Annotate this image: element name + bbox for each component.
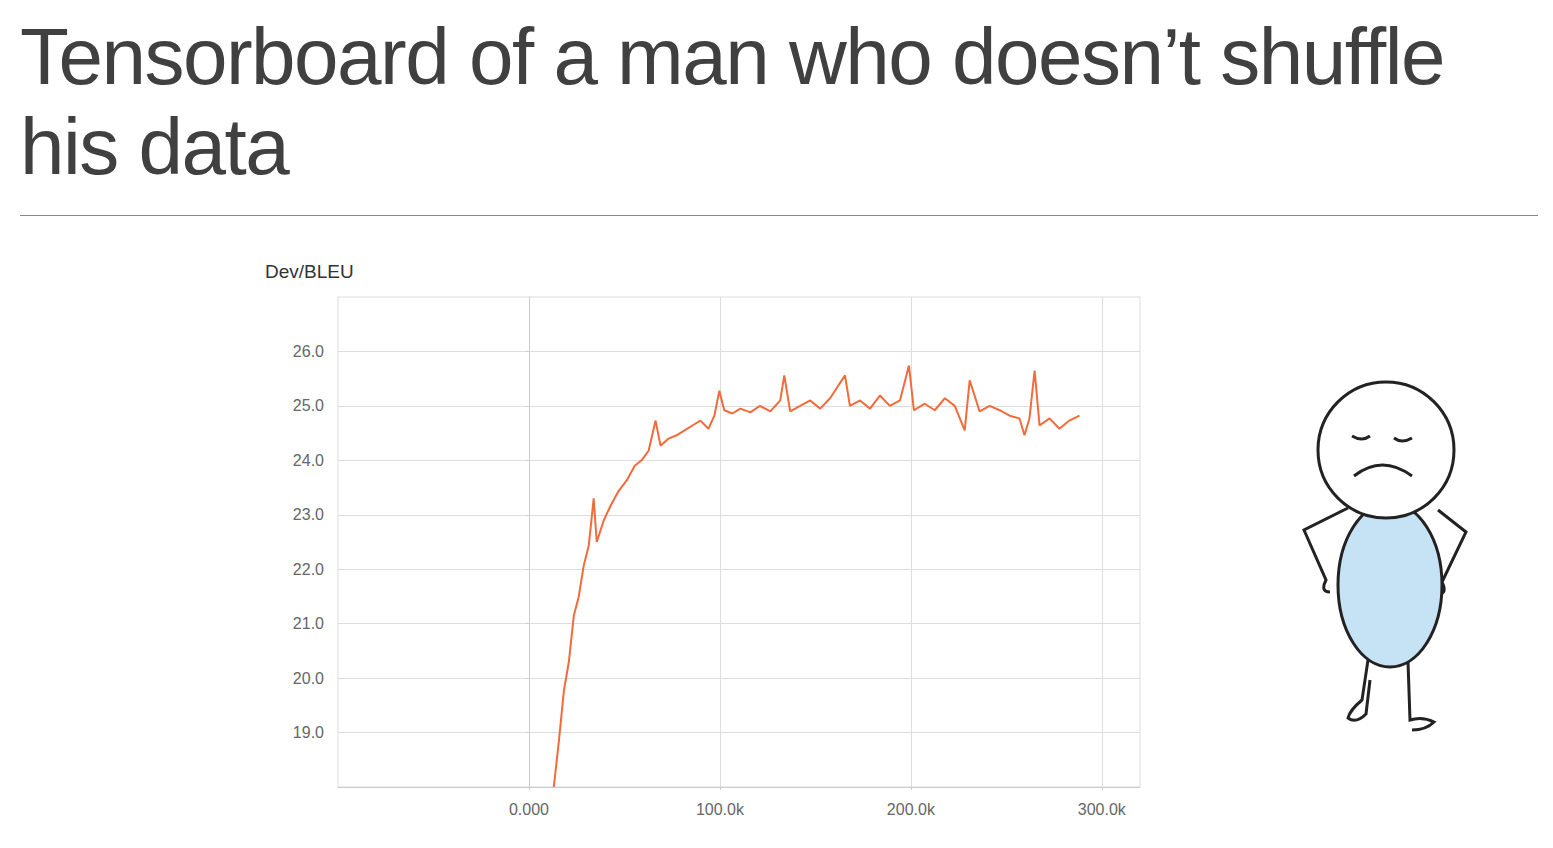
svg-text:24.0: 24.0 <box>293 452 324 469</box>
svg-text:26.0: 26.0 <box>293 343 324 360</box>
svg-text:0.000: 0.000 <box>509 801 549 818</box>
svg-text:300.0k: 300.0k <box>1078 801 1127 818</box>
svg-text:100.0k: 100.0k <box>696 801 745 818</box>
svg-text:20.0: 20.0 <box>293 670 324 687</box>
svg-text:25.0: 25.0 <box>293 397 324 414</box>
svg-text:22.0: 22.0 <box>293 561 324 578</box>
html-text:Tensorboard of a man who doesn: Tensorboard of a man who doesn’t shuffle… <box>20 12 1444 191</box>
svg-text:200.0k: 200.0k <box>887 801 936 818</box>
svg-text:19.0: 19.0 <box>293 724 324 741</box>
svg-text:21.0: 21.0 <box>293 615 324 632</box>
svg-text:23.0: 23.0 <box>293 506 324 523</box>
svg-text:Dev/BLEU: Dev/BLEU <box>265 261 354 282</box>
